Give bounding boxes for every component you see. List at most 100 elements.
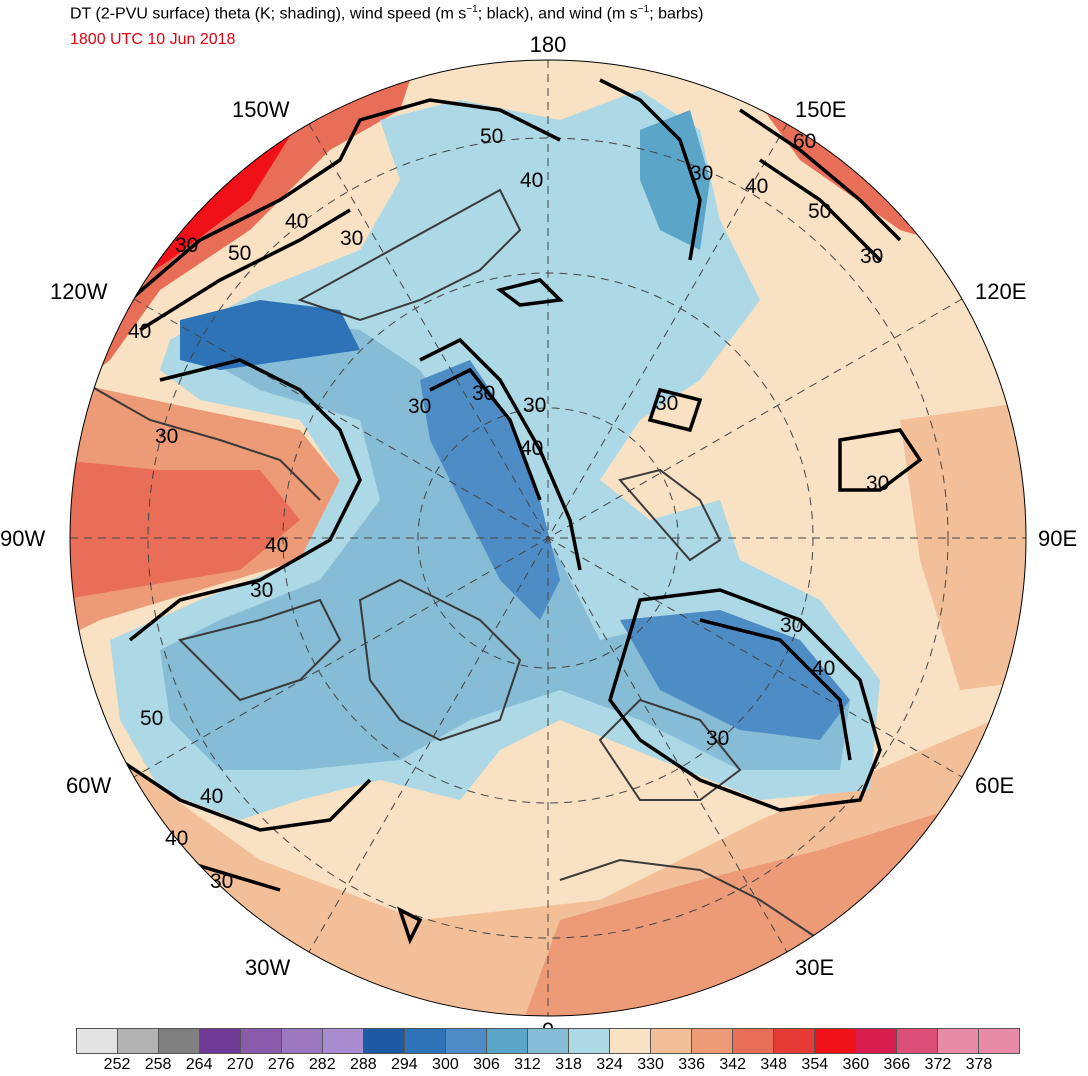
contour-label: 30 bbox=[340, 227, 363, 250]
contour-label: 30 bbox=[706, 727, 729, 750]
colorbar-swatch bbox=[979, 1029, 1019, 1053]
contour-label: 40 bbox=[200, 785, 223, 808]
colorbar-swatch bbox=[815, 1029, 856, 1053]
coastlines bbox=[79, 188, 821, 941]
cold-region-core-2 bbox=[620, 610, 850, 740]
colorbar-tick-label: 336 bbox=[678, 1056, 705, 1073]
lon-label-60w: 60W bbox=[66, 773, 111, 798]
contour-label: 30 bbox=[690, 162, 713, 185]
contour-label: 50 bbox=[808, 200, 831, 223]
colorbar-swatch bbox=[200, 1029, 241, 1053]
colorbar-swatch bbox=[692, 1029, 733, 1053]
colorbar-swatch bbox=[118, 1029, 159, 1053]
contour-label: 40 bbox=[128, 320, 151, 343]
colorbar-swatch bbox=[774, 1029, 815, 1053]
colorbar bbox=[76, 1028, 1020, 1054]
lon-label-120w: 120W bbox=[50, 279, 108, 304]
contour-label: 30 bbox=[175, 234, 198, 257]
colorbar-tick-label: 324 bbox=[596, 1056, 623, 1073]
colorbar-tick-label: 258 bbox=[144, 1056, 172, 1073]
colorbar-swatch bbox=[405, 1029, 446, 1053]
colorbar-swatch bbox=[938, 1029, 979, 1053]
colorbar-swatch bbox=[446, 1029, 487, 1053]
colorbar-swatch bbox=[651, 1029, 692, 1053]
colorbar-swatch bbox=[569, 1029, 610, 1053]
contour-label: 30 bbox=[155, 425, 178, 448]
lon-label-30w: 30W bbox=[245, 955, 290, 980]
contour-label: 30 bbox=[860, 245, 883, 268]
cold-region-core-1 bbox=[420, 360, 560, 620]
lon-label-90e: 90E bbox=[1038, 526, 1077, 551]
contour-label: 40 bbox=[165, 827, 188, 850]
contour-label: 50 bbox=[228, 242, 251, 265]
colorbar-tick-label: 264 bbox=[185, 1056, 213, 1073]
contour-label: 30 bbox=[523, 394, 546, 417]
colorbar-tick-label: 282 bbox=[308, 1056, 336, 1073]
warm-region-east bbox=[900, 400, 1026, 690]
colorbar-swatch bbox=[364, 1029, 405, 1053]
contour-label: 40 bbox=[812, 657, 835, 680]
colorbar-tick-label: 294 bbox=[390, 1056, 418, 1073]
contour-label: 40 bbox=[520, 169, 543, 192]
warm-region-west-core bbox=[70, 460, 300, 600]
valid-time: 1800 UTC 10 Jun 2018 bbox=[70, 31, 236, 48]
lon-label-90w: 90W bbox=[0, 526, 45, 551]
colorbar-swatch bbox=[528, 1029, 569, 1053]
colorbar-tick-label: 354 bbox=[801, 1056, 829, 1073]
lon-label-120e: 120E bbox=[975, 279, 1026, 304]
colorbar-tick-label: 360 bbox=[842, 1056, 870, 1073]
colorbar-tick-label: 372 bbox=[924, 1056, 952, 1073]
map-disc bbox=[70, 60, 1026, 1016]
contour-label: 40 bbox=[745, 175, 768, 198]
figure-title: DT (2-PVU surface) theta (K; shading), w… bbox=[70, 4, 704, 23]
colorbar-tick-label: 306 bbox=[473, 1056, 500, 1073]
colorbar-tick-label: 300 bbox=[432, 1056, 459, 1073]
lon-label-150w: 150W bbox=[232, 97, 290, 122]
contour-label: 60 bbox=[793, 130, 816, 153]
contour-label: 30 bbox=[866, 472, 889, 495]
colorbar-swatch bbox=[856, 1029, 897, 1053]
colorbar-tick-label: 270 bbox=[226, 1056, 254, 1073]
colorbar-tick-label: 252 bbox=[103, 1056, 131, 1073]
colorbar-tick-label: 366 bbox=[883, 1056, 911, 1073]
colorbar-tick-label: 312 bbox=[514, 1056, 541, 1073]
contour-label: 50 bbox=[480, 125, 503, 148]
cold-region-core-3 bbox=[180, 300, 360, 370]
contour-label: 30 bbox=[780, 614, 803, 637]
colorbar-swatch bbox=[77, 1029, 118, 1053]
wind-speed-contours bbox=[99, 78, 923, 945]
lon-label-60e: 60E bbox=[975, 773, 1014, 798]
colorbar-tick-label: 276 bbox=[267, 1056, 295, 1073]
colorbar-tick-label: 378 bbox=[965, 1056, 993, 1073]
contour-label: 40 bbox=[520, 437, 543, 460]
colorbar-swatch bbox=[487, 1029, 528, 1053]
colorbar-swatch bbox=[241, 1029, 282, 1053]
colorbar-swatch bbox=[610, 1029, 651, 1053]
contour-label: 30 bbox=[655, 392, 678, 415]
colorbar-swatch bbox=[897, 1029, 938, 1053]
map-border bbox=[69, 59, 1027, 1017]
colorbar-tick-label: 318 bbox=[555, 1056, 582, 1073]
lon-label-180: 180 bbox=[530, 32, 567, 57]
graticule bbox=[70, 60, 1026, 1016]
contour-label: 40 bbox=[265, 534, 288, 557]
cold-region-core-4 bbox=[640, 110, 710, 250]
contour-label: 30 bbox=[210, 870, 233, 893]
colorbar-swatch bbox=[323, 1029, 364, 1053]
lon-label-150e: 150E bbox=[795, 97, 846, 122]
colorbar-swatch bbox=[282, 1029, 323, 1053]
colorbar-swatch bbox=[159, 1029, 200, 1053]
contour-label-group: 50 40 60 40 50 30 30 40 30 50 40 30 30 3… bbox=[128, 125, 889, 893]
contour-label: 40 bbox=[285, 210, 308, 233]
contour-label: 30 bbox=[472, 382, 495, 405]
colorbar-tick-label: 342 bbox=[719, 1056, 747, 1073]
colorbar-tick-label: 348 bbox=[760, 1056, 788, 1073]
contour-label: 30 bbox=[250, 579, 273, 602]
colorbar-swatch bbox=[733, 1029, 774, 1053]
lon-label-30e: 30E bbox=[795, 955, 834, 980]
contour-label: 30 bbox=[408, 395, 431, 418]
contour-label: 50 bbox=[140, 707, 163, 730]
colorbar-tick-label: 330 bbox=[637, 1056, 664, 1073]
colorbar-tick-label: 288 bbox=[349, 1056, 377, 1073]
